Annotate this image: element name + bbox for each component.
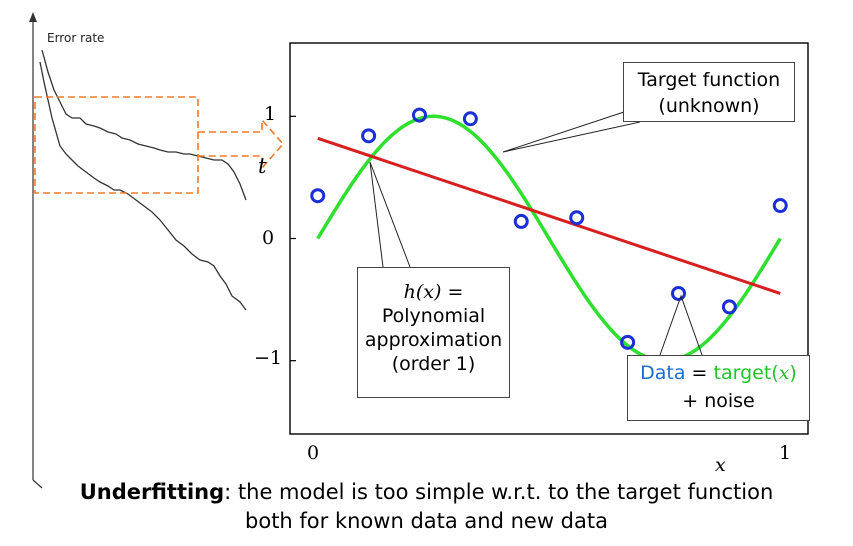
target-callout-pointer	[502, 109, 641, 153]
data-point	[772, 198, 788, 214]
caption-rest: : the model is too simple w.r.t. to the …	[224, 480, 774, 504]
linear-fit-line	[317, 136, 781, 295]
side-ylabel: Error rate	[47, 31, 104, 45]
hx-callout-pointer	[369, 161, 411, 268]
hx-line3: approximation	[364, 329, 503, 351]
side-plot: Error rate	[29, 12, 285, 489]
target-function-line	[316, 114, 782, 363]
plot-area	[310, 107, 788, 363]
ytick-label-1: 1	[264, 103, 276, 125]
data-point	[513, 213, 529, 229]
xtick-label-1: 1	[779, 442, 791, 464]
data-callout-line1: Data = target(x)	[628, 359, 809, 387]
data-point	[620, 334, 636, 350]
data-point	[361, 128, 377, 144]
zoom-arrow	[198, 117, 285, 171]
hx-line1: h(x) =	[358, 280, 509, 304]
hx-equals: =	[441, 281, 464, 303]
target-word: target(	[713, 362, 779, 384]
xtick-label-0: 0	[307, 442, 319, 464]
axis-ticks	[290, 115, 296, 362]
caption-line1: Underfitting: the model is too simple w.…	[0, 478, 853, 507]
hx-symbol: h(x)	[403, 281, 442, 303]
data-callout: Data = target(x) + noise	[627, 355, 810, 421]
side-x-axis-stub	[32, 479, 43, 489]
x-axis-label: x	[715, 454, 726, 476]
target-function-callout: Target function (unknown)	[623, 62, 795, 122]
data-callout-pointer	[659, 294, 703, 356]
data-point	[671, 285, 686, 301]
caption-bold: Underfitting	[79, 480, 225, 504]
data-point	[310, 188, 326, 204]
target-x: x	[778, 362, 790, 384]
hypothesis-callout: h(x) = Polynomial approximation (order 1…	[357, 267, 510, 398]
data-point	[412, 107, 427, 123]
data-point	[721, 299, 737, 315]
target-callout-line2: (unknown)	[658, 95, 760, 117]
caption-line2: both for known data and new data	[245, 509, 608, 533]
training-error-curve	[41, 49, 247, 201]
hx-line2: Polynomial	[381, 305, 486, 327]
data-point	[569, 210, 585, 226]
data-word: Data	[640, 362, 686, 384]
target-callout-line1: Target function	[637, 69, 781, 91]
side-y-axis-arrow	[29, 12, 37, 22]
ytick-label-0: 0	[262, 227, 274, 249]
zoom-box	[34, 96, 199, 194]
hx-line4: (order 1)	[391, 353, 476, 375]
test-error-curve	[39, 61, 247, 311]
y-axis-label: t	[258, 154, 267, 178]
data-point	[462, 111, 478, 127]
ytick-label-neg1: −1	[254, 347, 282, 369]
data-callout-line2: + noise	[682, 390, 755, 412]
caption: Underfitting: the model is too simple w.…	[0, 478, 853, 536]
data-equals: =	[685, 362, 714, 384]
target-close: )	[789, 362, 797, 384]
callout-lines	[369, 109, 703, 356]
